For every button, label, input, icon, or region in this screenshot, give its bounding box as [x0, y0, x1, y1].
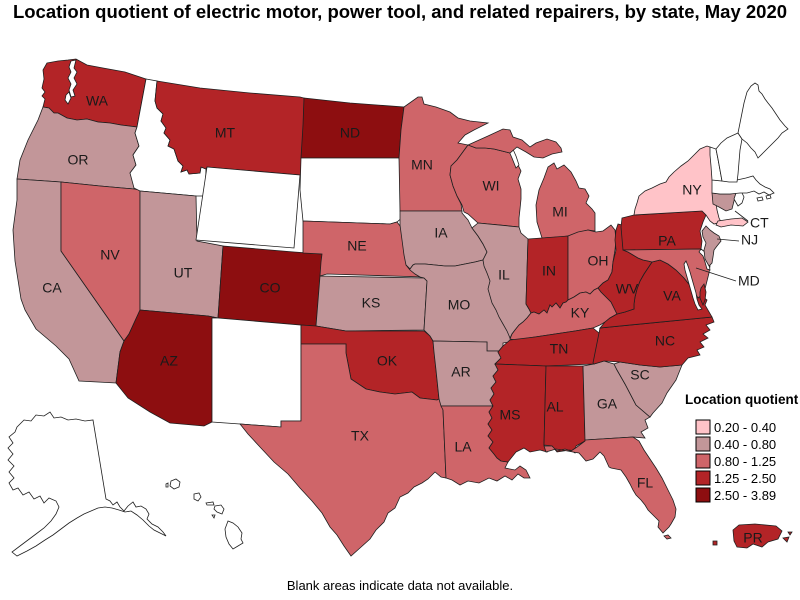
- svg-text:GA: GA: [597, 396, 618, 412]
- svg-text:NY: NY: [682, 182, 702, 198]
- svg-text:OR: OR: [68, 152, 89, 168]
- svg-text:2.50 - 3.89: 2.50 - 3.89: [714, 488, 776, 503]
- svg-text:MI: MI: [552, 204, 568, 220]
- svg-text:WI: WI: [482, 178, 499, 194]
- svg-text:PR: PR: [743, 530, 762, 546]
- svg-text:0.20 - 0.40: 0.20 - 0.40: [714, 420, 776, 435]
- svg-text:MS: MS: [500, 407, 521, 423]
- svg-text:CT: CT: [750, 215, 769, 231]
- svg-text:MD: MD: [738, 273, 760, 289]
- svg-text:AR: AR: [451, 364, 470, 380]
- svg-text:CA: CA: [42, 280, 62, 296]
- svg-text:Location quotient: Location quotient: [685, 392, 799, 407]
- svg-text:UT: UT: [174, 265, 193, 281]
- svg-text:1.25 - 2.50: 1.25 - 2.50: [714, 471, 776, 486]
- svg-text:WV: WV: [616, 281, 639, 297]
- svg-text:NV: NV: [100, 247, 120, 263]
- svg-text:AL: AL: [546, 399, 563, 415]
- svg-text:MO: MO: [448, 297, 471, 313]
- svg-text:KY: KY: [571, 305, 590, 321]
- svg-text:KS: KS: [362, 295, 381, 311]
- svg-text:OH: OH: [588, 253, 609, 269]
- svg-text:NJ: NJ: [741, 232, 758, 248]
- svg-text:VA: VA: [663, 288, 681, 304]
- svg-text:NE: NE: [347, 238, 366, 254]
- svg-text:IA: IA: [434, 225, 448, 241]
- svg-text:CO: CO: [260, 280, 281, 296]
- svg-text:ND: ND: [340, 125, 360, 141]
- svg-text:SC: SC: [630, 367, 649, 383]
- svg-text:NC: NC: [655, 333, 675, 349]
- svg-text:MT: MT: [215, 125, 236, 141]
- svg-text:LA: LA: [454, 439, 472, 455]
- svg-text:IN: IN: [542, 263, 556, 279]
- svg-text:FL: FL: [637, 475, 654, 491]
- svg-text:IL: IL: [498, 267, 510, 283]
- svg-text:TX: TX: [351, 428, 370, 444]
- svg-text:AZ: AZ: [160, 353, 178, 369]
- svg-text:0.80 - 1.25: 0.80 - 1.25: [714, 454, 776, 469]
- svg-text:MN: MN: [411, 157, 433, 173]
- svg-text:PA: PA: [658, 233, 676, 249]
- svg-text:OK: OK: [377, 353, 398, 369]
- svg-text:TN: TN: [550, 341, 569, 357]
- svg-text:0.40 - 0.80: 0.40 - 0.80: [714, 437, 776, 452]
- svg-text:WA: WA: [86, 93, 109, 109]
